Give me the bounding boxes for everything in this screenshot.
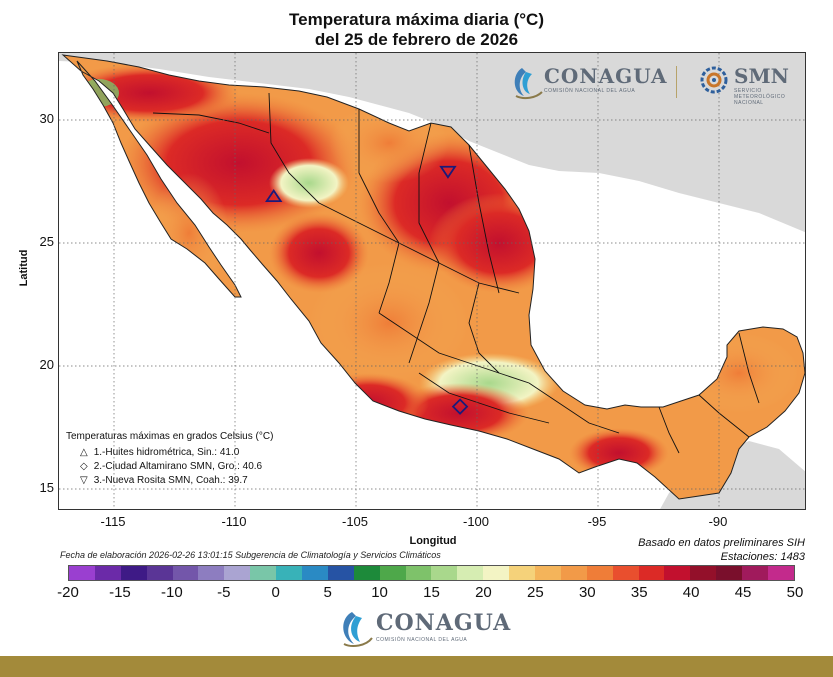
map-panel — [58, 52, 806, 510]
colorbar-label: 0 — [271, 584, 280, 601]
station-markers — [265, 165, 469, 415]
station-marker-triangle-down — [439, 165, 457, 179]
colorbar-segment — [457, 566, 484, 580]
colorbar-segment — [146, 566, 173, 580]
colorbar-label: -15 — [109, 584, 131, 601]
legend-item-text: 2.-Ciudad Altamirano SMN, Gro.: 40.6 — [93, 461, 263, 472]
colorbar-label: 20 — [475, 584, 492, 601]
colorbar-segment — [276, 566, 303, 580]
xtick-label: -100 — [462, 514, 490, 529]
temperature-colorbar — [68, 565, 795, 581]
graticule — [59, 53, 805, 509]
ytick-label: 30 — [39, 111, 54, 126]
station-marker-diamond — [451, 398, 469, 415]
smn-logo: SMN SERVICIO METEOROLÓGICO NACIONAL — [696, 62, 789, 107]
colorbar-segment — [327, 566, 354, 580]
colorbar-label: 15 — [423, 584, 440, 601]
colorbar-segment — [742, 566, 769, 580]
legend-item-text: 3.-Nueva Rosita SMN, Coah.: 39.7 — [93, 475, 248, 486]
map-svg — [59, 53, 805, 509]
smn-subtitle: SERVICIO METEOROLÓGICO NACIONAL — [734, 88, 786, 106]
colorbar-segment — [94, 566, 121, 580]
colorbar-segment — [172, 566, 199, 580]
conagua-logo: CONAGUA COMISIÓN NACIONAL DEL AGUA — [510, 62, 667, 107]
station-legend: Temperaturas máximas en grados Celsius (… — [66, 430, 326, 488]
colorbar-segment — [120, 566, 147, 580]
colorbar-label: 35 — [630, 584, 648, 601]
legend-item: ▽ 3.-Nueva Rosita SMN, Coah.: 39.7 — [66, 474, 326, 488]
xtick-label: -95 — [587, 514, 607, 529]
conagua-wordmark: CONAGUA — [544, 64, 668, 88]
conagua-subtitle: COMISIÓN NACIONAL DEL AGUA — [544, 88, 636, 94]
colorbar-segment — [560, 566, 587, 580]
ytick-label: 25 — [39, 234, 54, 249]
colorbar-segment — [664, 566, 691, 580]
colorbar-label: 30 — [578, 584, 596, 601]
colorbar-segment — [250, 566, 277, 580]
triangle-down-icon: ▽ — [80, 475, 88, 486]
colorbar-segment — [379, 566, 406, 580]
colorbar-segment — [302, 566, 328, 580]
source-line: Basado en datos preliminares SIH — [638, 537, 805, 549]
colorbar-label: 5 — [323, 584, 332, 601]
colorbar-segment — [509, 566, 536, 580]
ytick-label: 20 — [39, 357, 54, 372]
colorbar-label: 45 — [734, 584, 752, 601]
colorbar-segment — [716, 566, 743, 580]
triangle-up-icon: △ — [80, 447, 88, 458]
conagua-wordmark: CONAGUA — [376, 610, 512, 636]
data-source-note: Basado en datos preliminares SIH Estacio… — [638, 536, 805, 564]
map-subtitle: del 25 de febrero de 2026 — [314, 30, 519, 49]
usa-landmass — [59, 53, 805, 233]
x-axis-label: Longitud — [409, 535, 457, 547]
map-title: Temperatura máxima diaria (°C) — [289, 10, 544, 29]
state-borders — [152, 92, 760, 454]
colorbar-segment — [431, 566, 458, 580]
elaboration-footnote: Fecha de elaboración 2026-02-26 13:01:15… — [60, 550, 441, 560]
colorbar-label: 40 — [682, 584, 700, 601]
conagua-logo-bottom: CONAGUA COMISIÓN NACIONAL DEL AGUA — [338, 608, 510, 653]
xtick-label: -110 — [221, 514, 247, 529]
colorbar-segment — [586, 566, 613, 580]
colorbar-segment — [69, 566, 95, 580]
station-marker-triangle-up — [265, 189, 283, 203]
smn-wordmark: SMN — [734, 64, 789, 88]
colorbar-label: -10 — [161, 584, 183, 601]
colorbar-segment — [690, 566, 717, 580]
legend-header: Temperaturas máximas en grados Celsius (… — [66, 431, 274, 442]
conagua-subtitle: COMISIÓN NACIONAL DEL AGUA — [376, 637, 468, 643]
colorbar-label: 10 — [371, 584, 388, 601]
colorbar-segment — [638, 566, 665, 580]
xtick-label: -90 — [708, 514, 728, 529]
diamond-icon: ◇ — [80, 461, 88, 472]
stations-count: Estaciones: 1483 — [720, 551, 805, 563]
colorbar-segment — [198, 566, 225, 580]
logo-divider — [676, 66, 677, 98]
colorbar-segment — [535, 566, 561, 580]
colorbar-segment — [224, 566, 251, 580]
colorbar-segment — [483, 566, 510, 580]
colorbar-label: -5 — [217, 584, 231, 601]
colorbar-segment — [353, 566, 380, 580]
y-axis-label: Latitud — [18, 249, 30, 287]
colorbar-label: 25 — [527, 584, 544, 601]
ytick-label: 15 — [39, 480, 54, 495]
xtick-label: -105 — [341, 514, 369, 529]
colorbar-segment — [768, 566, 794, 580]
legend-item: ◇ 2.-Ciudad Altamirano SMN, Gro.: 40.6 — [66, 460, 326, 474]
colorbar-segment — [405, 566, 432, 580]
xtick-label: -115 — [100, 514, 126, 529]
legend-item-text: 1.-Huites hidrométrica, Sin.: 41.0 — [93, 447, 240, 458]
colorbar-label: -20 — [57, 584, 79, 601]
colorbar-segment — [612, 566, 639, 580]
footer-bar — [0, 656, 833, 677]
legend-item: △ 1.-Huites hidrométrica, Sin.: 41.0 — [66, 446, 326, 460]
colorbar-label: 50 — [786, 584, 804, 601]
